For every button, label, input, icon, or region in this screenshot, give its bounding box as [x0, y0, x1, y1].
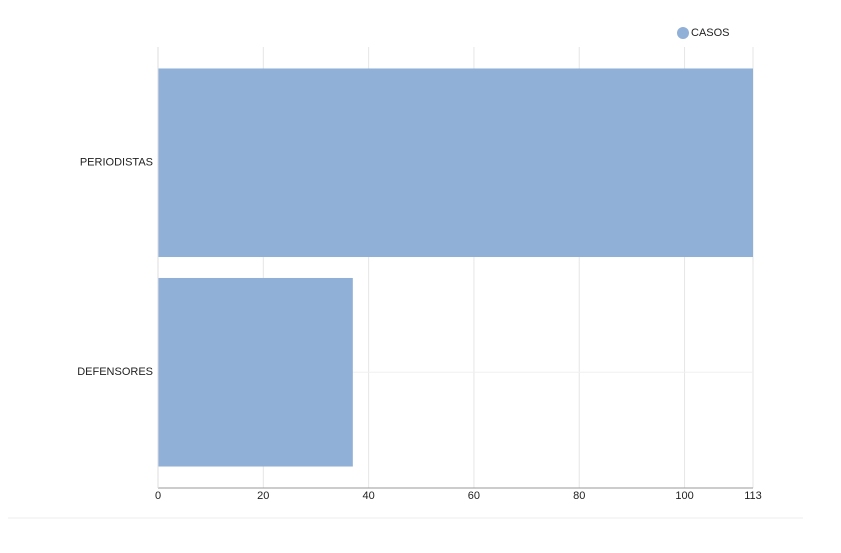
legend-label: CASOS	[691, 27, 730, 39]
x-tick-label: 40	[362, 490, 374, 502]
x-tick-label: 0	[155, 490, 161, 502]
x-tick-label: 80	[573, 490, 585, 502]
x-tick-label: 60	[468, 490, 480, 502]
y-tick-label: PERIODISTAS	[80, 157, 153, 169]
x-tick-label: 113	[744, 490, 762, 502]
bar	[158, 277, 353, 467]
legend-marker	[677, 27, 689, 39]
x-tick-label: 100	[675, 490, 693, 502]
bar	[158, 68, 753, 258]
y-tick-label: DEFENSORES	[77, 366, 153, 378]
x-tick-label: 20	[257, 490, 269, 502]
